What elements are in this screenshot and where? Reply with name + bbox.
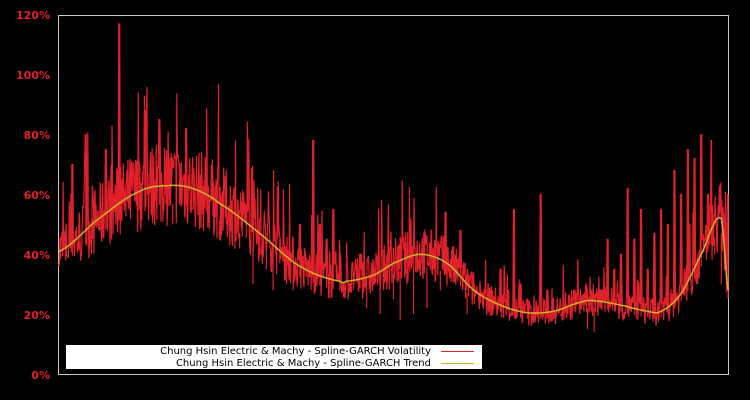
legend-label: Chung Hsin Electric & Machy - Spline-GAR… (160, 345, 431, 357)
volatility-series (58, 23, 729, 333)
y-tick-label: 40% (23, 249, 50, 262)
y-tick-label: 60% (23, 189, 50, 202)
legend-swatch-red (441, 350, 474, 352)
y-tick-label: 120% (16, 9, 50, 22)
y-tick-label: 20% (23, 309, 50, 322)
y-tick-label: 0% (31, 369, 50, 382)
y-tick-label: 80% (23, 129, 50, 142)
legend-label: Chung Hsin Electric & Machy - Spline-GAR… (175, 357, 431, 369)
trend-line (58, 184, 729, 314)
legend-item-volatility: Chung Hsin Electric & Machy - Spline-GAR… (160, 345, 474, 357)
chart-legend: Chung Hsin Electric & Machy - Spline-GAR… (66, 345, 482, 369)
legend-item-trend: Chung Hsin Electric & Machy - Spline-GAR… (176, 357, 474, 369)
y-tick-label: 100% (16, 69, 50, 82)
trend-series (58, 184, 729, 314)
legend-swatch-gold (441, 362, 474, 364)
volatility-line (58, 23, 729, 333)
